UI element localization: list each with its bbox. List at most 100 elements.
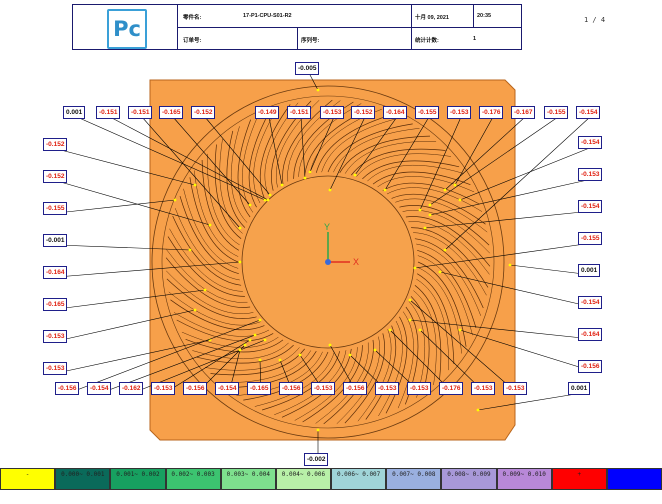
deviation-label[interactable]: -0.176 — [479, 106, 504, 119]
deviation-label[interactable]: -0.165 — [43, 298, 68, 311]
fin-edge — [413, 232, 487, 296]
deviation-label[interactable]: -0.153 — [503, 382, 528, 395]
part-name-label: 零件名: — [183, 15, 202, 21]
deviation-label[interactable]: -0.156 — [183, 382, 208, 395]
measure-point — [193, 308, 197, 312]
deviation-label[interactable]: -0.156 — [55, 382, 80, 395]
fin-edge — [336, 336, 381, 424]
leader-line — [454, 116, 494, 186]
leader-line — [308, 72, 319, 91]
deviation-label[interactable]: -0.156 — [343, 382, 368, 395]
leader-line — [56, 309, 196, 342]
deviation-label[interactable]: -0.152 — [351, 106, 376, 119]
deviation-label[interactable]: -0.149 — [255, 106, 280, 119]
deviation-label[interactable]: -0.165 — [159, 106, 184, 119]
header-col-divider — [473, 5, 474, 27]
fin-edge — [254, 351, 335, 407]
leader-line — [141, 116, 241, 229]
measure-point — [303, 176, 307, 180]
measure-point — [428, 203, 432, 207]
deviation-label[interactable]: -0.152 — [43, 138, 68, 151]
measure-point — [328, 188, 332, 192]
deviation-label[interactable]: -0.153 — [43, 362, 68, 375]
measure-point — [423, 226, 427, 230]
measure-point — [258, 358, 262, 362]
deviation-label[interactable]: -0.153 — [311, 382, 336, 395]
deviation-label[interactable]: 0.001 — [63, 106, 86, 119]
deviation-label[interactable]: -0.001 — [43, 234, 68, 247]
stats-label: 统计计数: — [415, 38, 439, 44]
deviation-label[interactable]: -0.005 — [295, 62, 320, 75]
deviation-label[interactable]: -0.164 — [578, 328, 603, 341]
deviation-label[interactable]: -0.154 — [578, 136, 603, 149]
deviation-label[interactable]: 0.001 — [568, 382, 591, 395]
deviation-label[interactable]: -0.162 — [119, 382, 144, 395]
fin-edge — [386, 187, 483, 212]
legend-cell: 0.009~ 0.010 — [496, 468, 552, 490]
fin — [201, 159, 239, 251]
deviation-label[interactable]: -0.153 — [43, 330, 68, 343]
deviation-label[interactable]: -0.002 — [304, 453, 329, 466]
leader-line — [56, 261, 241, 278]
deviation-label[interactable]: -0.153 — [375, 382, 400, 395]
deviation-label[interactable]: -0.154 — [87, 382, 112, 395]
deviation-label[interactable]: -0.154 — [578, 296, 603, 309]
fin — [214, 144, 242, 239]
deviation-label[interactable]: -0.165 — [247, 382, 272, 395]
leader-line — [419, 116, 462, 211]
deviation-label[interactable]: -0.155 — [578, 232, 603, 245]
deviation-label[interactable]: -0.153 — [471, 382, 496, 395]
measure-point — [188, 248, 192, 252]
leader-line — [268, 116, 283, 186]
fin — [196, 344, 294, 364]
deviation-label[interactable]: -0.164 — [43, 266, 68, 279]
deviation-label[interactable]: -0.154 — [578, 200, 603, 213]
deviation-label[interactable]: -0.153 — [320, 106, 345, 119]
fin-edge — [408, 221, 490, 275]
leader-line — [414, 242, 593, 269]
deviation-label[interactable]: -0.151 — [128, 106, 153, 119]
fin-edge — [378, 320, 403, 417]
leader-line — [300, 116, 306, 179]
measure-point — [193, 183, 197, 187]
deviation-label[interactable]: -0.151 — [287, 106, 312, 119]
measure-point — [408, 298, 412, 302]
z-axis-icon — [325, 259, 331, 265]
measure-point — [476, 408, 480, 412]
fin-edge — [166, 249, 248, 303]
measure-point — [268, 193, 272, 197]
deviation-label[interactable]: -0.156 — [578, 360, 603, 373]
deviation-label[interactable]: -0.155 — [415, 106, 440, 119]
deviation-label[interactable]: -0.156 — [279, 382, 304, 395]
fin — [365, 325, 397, 420]
deviation-label[interactable]: -0.153 — [407, 382, 432, 395]
page-number: 1 / 4 — [584, 16, 606, 24]
leader-line — [444, 116, 591, 251]
deviation-label[interactable]: -0.152 — [43, 170, 68, 183]
fin — [225, 351, 317, 389]
fin-edge — [219, 138, 243, 234]
fin-edge — [367, 165, 464, 182]
time-value: 20:35 — [477, 13, 492, 19]
header-col-divider — [411, 5, 412, 49]
deviation-label[interactable]: 0.001 — [578, 264, 601, 277]
deviation-label[interactable]: -0.151 — [96, 106, 121, 119]
deviation-label[interactable]: -0.154 — [215, 382, 240, 395]
legend-cell: 0.003~ 0.004 — [220, 468, 276, 490]
deviation-label[interactable]: -0.153 — [578, 168, 603, 181]
deviation-label[interactable]: -0.176 — [439, 382, 464, 395]
deviation-label[interactable]: -0.167 — [511, 106, 536, 119]
fin — [414, 285, 442, 380]
measure-point — [280, 183, 284, 187]
deviation-label[interactable]: -0.155 — [544, 106, 569, 119]
color-legend: -0.000~ 0.001 0.001~ 0.002 0.002~ 0.003 0.0… — [0, 468, 662, 490]
deviation-label[interactable]: -0.154 — [576, 106, 601, 119]
deviation-label[interactable]: -0.164 — [383, 106, 408, 119]
deviation-label[interactable]: -0.153 — [447, 106, 472, 119]
fin-edge — [168, 291, 261, 326]
leader-line — [409, 319, 593, 340]
leader-line — [439, 271, 593, 308]
deviation-label[interactable]: -0.153 — [151, 382, 176, 395]
deviation-label[interactable]: -0.155 — [43, 202, 68, 215]
deviation-label[interactable]: -0.152 — [191, 106, 216, 119]
